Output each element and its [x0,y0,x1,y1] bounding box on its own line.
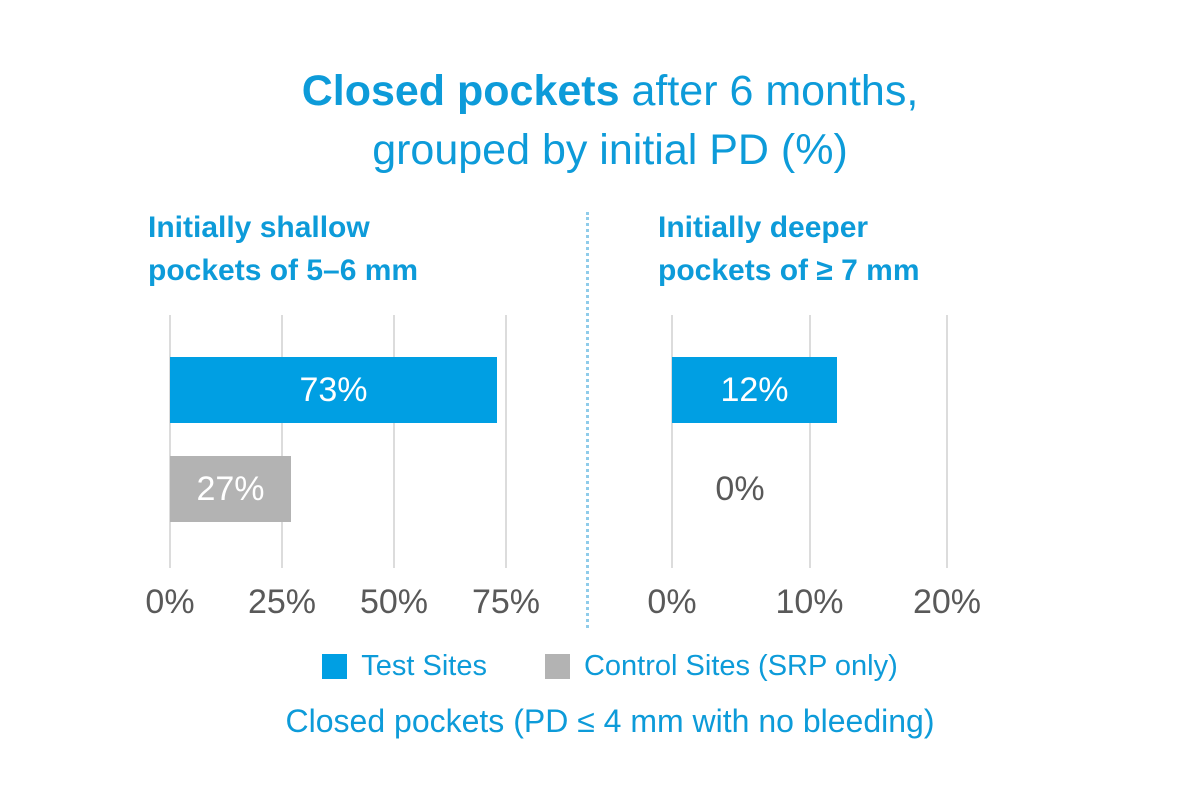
x-tick-label: 0% [647,583,697,621]
gridline [393,315,395,568]
panel-title-shallow-line2: pockets of 5–6 mm [148,254,419,287]
bar-control-sites: 27% [170,456,291,522]
panel-title-deeper: Initially deeper pockets of ≥ 7 mm [658,206,920,292]
bar-test-sites: 12% [672,357,837,423]
legend: Test Sites Control Sites (SRP only) [10,650,1200,683]
x-tick-label: 25% [247,583,317,621]
chart-title-line2: grouped by initial PD (%) [372,126,848,174]
gridline [281,315,283,568]
legend-item-control-sites: Control Sites (SRP only) [544,650,898,683]
panel-title-shallow-line1: Initially shallow [148,211,370,244]
chart-title-regular: after 6 months, [619,67,919,115]
x-tick-label: 10% [775,583,844,621]
chart-title-line1: Closed pockets after 6 months, [10,62,1200,121]
control-sites-swatch-icon [544,654,570,679]
legend-label-control-sites: Control Sites (SRP only) [583,650,898,682]
x-tick-label: 20% [912,583,982,621]
test-sites-swatch-icon [322,654,348,679]
legend-label-test-sites: Test Sites [361,650,487,682]
gridline [946,315,948,568]
panel-title-shallow: Initially shallow pockets of 5–6 mm [148,206,418,292]
x-tick-label: 0% [145,583,195,621]
bar-test-sites: 73% [170,357,498,423]
gridline [808,315,811,568]
x-tick-label: 75% [471,583,541,621]
zero-value-label: 0% [715,470,765,508]
plot-shallow: 0% 25% 50% 75% 73% 27% [145,315,542,621]
legend-item-test-sites: Test Sites [322,650,487,683]
x-tick-label: 50% [359,583,429,621]
gridline [671,315,673,568]
chart-caption: Closed pockets (PD ≤ 4 mm with no bleedi… [285,703,935,739]
gridline [505,315,507,568]
panel-divider-dotted-line [586,212,589,628]
panel-title-deeper-line2: pockets of ≥ 7 mm [658,254,920,287]
chart-title-bold: Closed pockets [301,67,620,115]
gridline [169,315,171,568]
chart-title: Closed pockets after 6 months, grouped b… [10,62,1200,180]
plot-deeper: 0% 10% 20% 12% 0% [647,315,981,621]
panel-title-deeper-line1: Initially deeper [658,211,869,244]
